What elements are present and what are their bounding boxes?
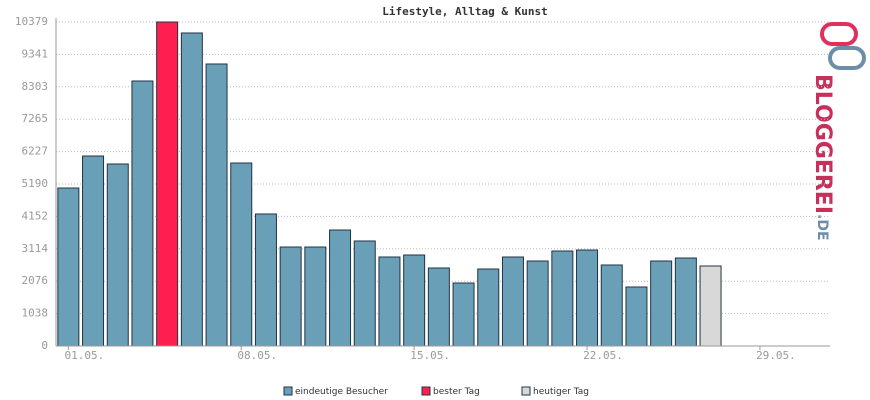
x-tick-label: 01.05. xyxy=(64,349,104,362)
y-tick-label: 6227 xyxy=(22,145,49,158)
logo-name: BLOGGEREI xyxy=(810,74,835,214)
chart-title: Lifestyle, Alltag & Kunst xyxy=(382,5,548,18)
bar xyxy=(131,80,154,347)
x-tick-label: 15.05. xyxy=(410,349,450,362)
bar xyxy=(526,260,549,347)
bar xyxy=(205,63,228,347)
y-tick-label: 10379 xyxy=(15,15,48,28)
bar xyxy=(329,229,352,347)
bar xyxy=(106,163,129,347)
bar xyxy=(57,187,80,347)
bar xyxy=(82,155,105,347)
legend-swatch xyxy=(421,386,431,396)
bar xyxy=(353,240,376,347)
bar xyxy=(378,256,401,347)
x-tick-label: 08.05. xyxy=(237,349,277,362)
legend-label: eindeutige Besucher xyxy=(295,387,388,397)
bar xyxy=(699,265,722,347)
logo-icon xyxy=(828,46,866,70)
y-tick-label: 5190 xyxy=(22,177,49,190)
logo-suffix: .DE xyxy=(814,214,830,241)
bar xyxy=(156,21,179,347)
y-tick-label: 4152 xyxy=(22,209,49,222)
bar xyxy=(551,250,574,347)
y-tick-label: 7265 xyxy=(22,112,49,125)
logo-icon xyxy=(820,22,858,46)
logo: BLOGGEREI.DE xyxy=(810,22,866,241)
bar xyxy=(279,246,302,347)
y-tick-label: 8303 xyxy=(22,80,49,93)
legend-swatch xyxy=(521,386,531,396)
bar xyxy=(625,286,648,347)
bar xyxy=(501,256,524,347)
y-tick-label: 1038 xyxy=(22,307,49,320)
x-tick-label: 22.05. xyxy=(583,349,623,362)
bar xyxy=(452,282,475,347)
bar xyxy=(254,213,277,347)
logo-text: BLOGGEREI.DE xyxy=(810,74,835,241)
legend-label: heutiger Tag xyxy=(533,387,589,397)
y-tick-label: 3114 xyxy=(22,242,49,255)
legend-swatch xyxy=(283,386,293,396)
y-tick-label: 2076 xyxy=(22,274,49,287)
bar xyxy=(427,267,450,347)
bar xyxy=(180,32,203,347)
bar xyxy=(600,264,623,347)
bar xyxy=(477,268,500,347)
x-tick-label: 29.05. xyxy=(756,349,796,362)
bar xyxy=(230,162,253,347)
bar xyxy=(650,260,673,347)
bar xyxy=(576,249,599,347)
y-tick-label: 9341 xyxy=(22,47,49,60)
y-tick-label: 0 xyxy=(41,339,48,352)
bar xyxy=(674,257,697,347)
bar xyxy=(403,254,426,347)
bar xyxy=(304,246,327,347)
legend-label: bester Tag xyxy=(433,387,480,397)
